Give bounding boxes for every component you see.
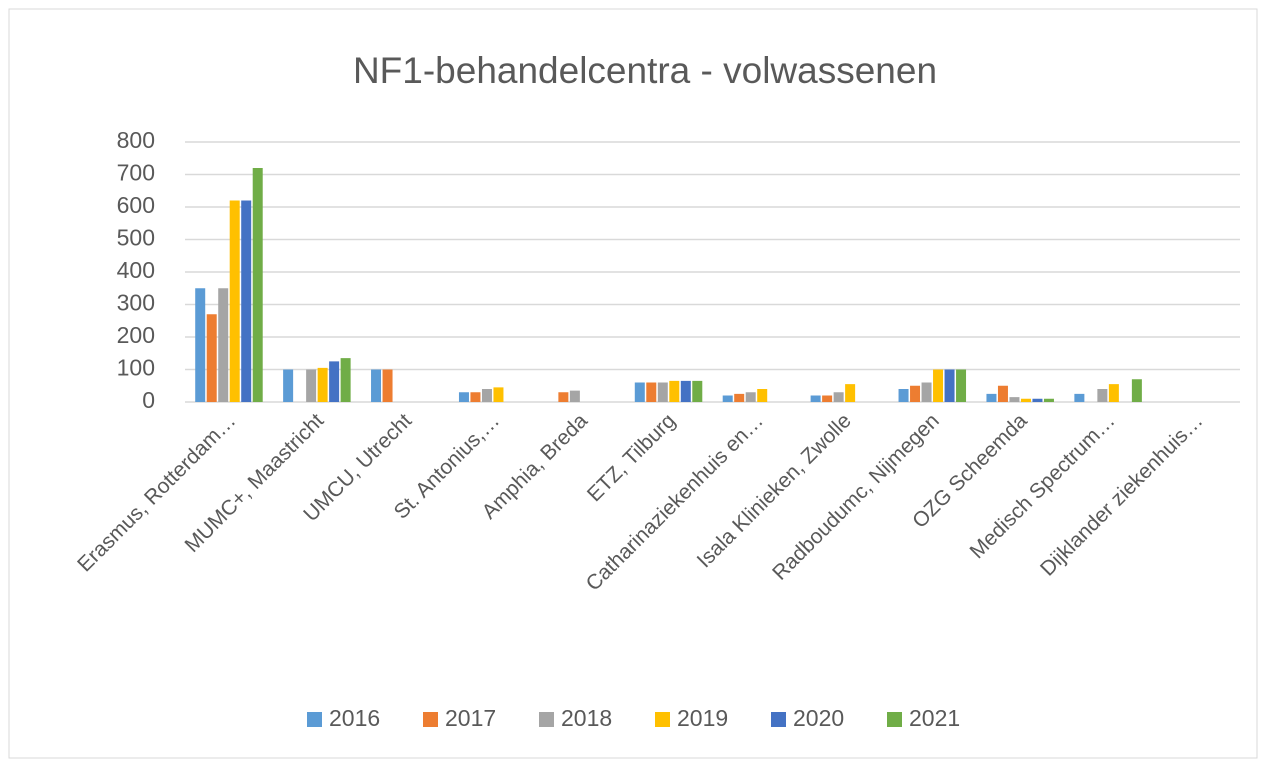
bar xyxy=(229,200,240,402)
bar xyxy=(558,392,569,402)
chart-border xyxy=(8,8,1258,759)
bar xyxy=(1020,398,1031,402)
legend-swatch xyxy=(655,712,670,727)
bar xyxy=(921,382,932,402)
y-tick-label: 300 xyxy=(117,290,155,316)
chart-title: NF1-behandelcentra - volwassenen xyxy=(353,50,937,91)
bar xyxy=(956,369,967,402)
bar xyxy=(745,392,756,402)
bar xyxy=(317,367,328,402)
bar xyxy=(1131,379,1142,402)
bar xyxy=(458,392,469,402)
bar xyxy=(1009,397,1020,402)
legend-swatch xyxy=(423,712,438,727)
bar xyxy=(195,288,206,402)
legend-label: 2021 xyxy=(909,705,960,731)
bar xyxy=(898,389,909,402)
bar xyxy=(252,168,263,402)
bar xyxy=(692,380,703,402)
bar xyxy=(283,369,294,402)
bar xyxy=(634,382,645,402)
legend-label: 2020 xyxy=(793,705,844,731)
bar xyxy=(810,395,821,402)
bar xyxy=(986,393,997,402)
legend-swatch xyxy=(771,712,786,727)
bar xyxy=(933,369,944,402)
legend-swatch xyxy=(887,712,902,727)
legend-label: 2018 xyxy=(561,705,612,731)
bar xyxy=(206,314,217,402)
legend-label: 2017 xyxy=(445,705,496,731)
bar xyxy=(680,380,691,402)
bar xyxy=(734,393,745,402)
legend-swatch xyxy=(307,712,322,727)
bar xyxy=(306,369,317,402)
y-tick-label: 200 xyxy=(117,322,155,348)
bar xyxy=(241,200,252,402)
legend-label: 2019 xyxy=(677,705,728,731)
y-tick-label: 600 xyxy=(117,192,155,218)
bar xyxy=(371,369,382,402)
bar xyxy=(1032,398,1043,402)
bar xyxy=(382,369,393,402)
bar xyxy=(1043,398,1054,402)
legend-label: 2016 xyxy=(329,705,380,731)
bar xyxy=(340,358,351,402)
bar xyxy=(997,385,1008,402)
legend-swatch xyxy=(539,712,554,727)
y-tick-label: 800 xyxy=(117,127,155,153)
bar xyxy=(329,361,340,402)
bar xyxy=(569,390,580,402)
bar xyxy=(218,288,229,402)
bar xyxy=(481,389,492,402)
bar xyxy=(470,392,481,402)
bar xyxy=(1097,389,1108,402)
bar xyxy=(657,382,668,402)
bar xyxy=(845,384,856,402)
bar xyxy=(722,395,733,402)
bar xyxy=(822,395,833,402)
bar xyxy=(944,369,955,402)
bar xyxy=(833,392,844,402)
bar xyxy=(669,380,680,402)
bar xyxy=(646,382,657,402)
y-tick-label: 100 xyxy=(117,355,155,381)
y-tick-label: 500 xyxy=(117,225,155,251)
y-tick-label: 0 xyxy=(142,387,155,413)
y-tick-label: 700 xyxy=(117,160,155,186)
bar xyxy=(757,389,768,402)
bar xyxy=(910,385,921,402)
y-tick-label: 400 xyxy=(117,257,155,283)
bar xyxy=(1108,384,1119,402)
bar xyxy=(493,387,504,402)
bar xyxy=(1074,393,1085,402)
